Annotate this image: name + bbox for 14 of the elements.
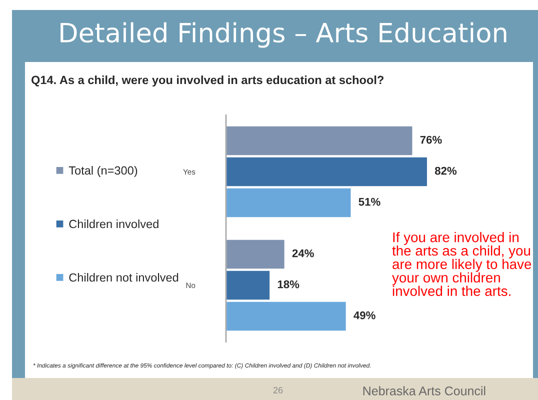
chart-title: Detailed Findings – Arts Education [60,22,506,48]
text: Nebraska Arts Council [363,386,486,396]
data-label: 76% [420,136,442,144]
data-label: 18% [278,280,300,288]
data-label: 24% [292,249,314,258]
data-label: 49% [354,311,376,320]
legend-label: Children involved [69,219,158,228]
text: 26 [273,387,283,394]
legend-label: Children not involved [69,273,178,282]
annotation: If you are involved in the arts as a child, you are more likely to have your own children involved in the arts. [392,232,532,296]
chart-subtitle: Q14. As a child, were you involved in arts education at school? [31,76,384,87]
data-label: 82% [434,166,457,175]
data-label: 51% [358,198,380,206]
legend-label: Total (n=300) [68,166,138,177]
